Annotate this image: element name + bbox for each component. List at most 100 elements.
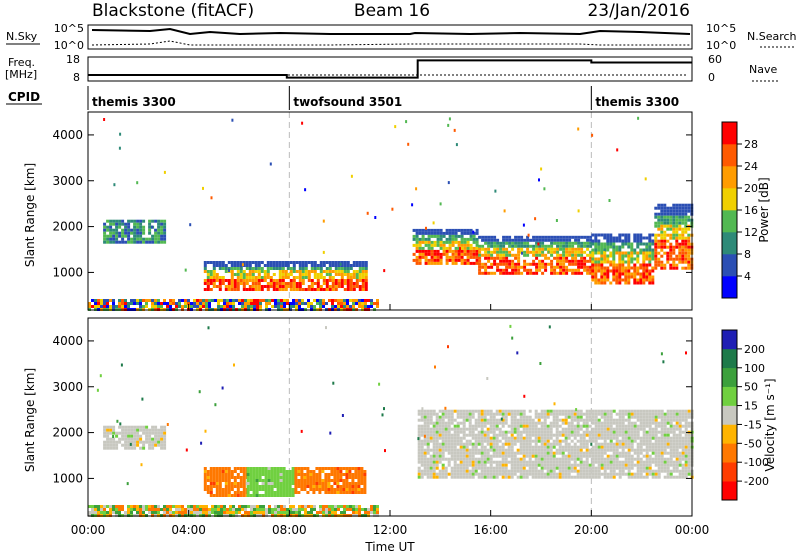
velocity-echo-cell	[322, 511, 325, 514]
power-echo-cell	[490, 271, 494, 275]
velocity-echo-cell	[579, 433, 583, 437]
power-echo-cell	[439, 234, 443, 238]
velocity-echo-cell	[660, 418, 664, 422]
velocity-echo-cell	[462, 412, 466, 416]
velocity-echo-cell	[309, 470, 313, 473]
velocity-echo-cell	[483, 439, 487, 443]
velocity-echo-cell	[259, 505, 262, 508]
velocity-echo-cell	[456, 427, 460, 431]
power-echo-cell	[675, 203, 679, 207]
velocity-echo-cell	[597, 463, 601, 467]
velocity-echo-cell	[306, 491, 310, 494]
velocity-echo-cell	[483, 436, 487, 440]
power-echo-cell	[484, 235, 488, 239]
velocity-echo-cell	[193, 505, 196, 508]
power-echo-cell	[568, 244, 572, 248]
power-echo-cell	[636, 272, 640, 276]
velocity-echo-cell	[591, 418, 595, 422]
velocity-echo-cell	[361, 508, 364, 511]
power-echo-cell	[430, 240, 434, 244]
power-echo-cell	[139, 305, 142, 308]
power-echo-cell	[612, 245, 616, 249]
velocity-echo-cell	[209, 494, 213, 497]
power-echo-cell	[331, 270, 335, 273]
power-echo-cell	[591, 251, 595, 255]
velocity-echo-cell	[555, 472, 559, 476]
power-echo-cell	[206, 282, 210, 285]
velocity-echo-cell	[459, 436, 463, 440]
power-echo-cell	[565, 256, 569, 260]
power-echo-cell	[523, 268, 527, 272]
velocity-echo-cell	[675, 469, 679, 473]
velocity-echo-cell	[145, 508, 148, 511]
power-echo-cell	[648, 263, 652, 267]
power-echo-cell	[508, 235, 512, 239]
velocity-echo-cell	[600, 430, 604, 434]
freq-left-tick-bottom: 8	[73, 71, 80, 84]
velocity-echo-cell	[258, 467, 262, 470]
power-echo-cell	[454, 249, 458, 253]
velocity-echo-cell	[633, 436, 637, 440]
velocity-echo-cell	[627, 463, 631, 467]
velocity-echo-cell	[660, 439, 664, 443]
velocity-echo-cell	[585, 421, 589, 425]
power-echo-cell	[127, 225, 131, 229]
velocity-echo-cell	[423, 424, 427, 428]
power-echo-cell	[418, 243, 422, 247]
power-echo-cell	[571, 241, 575, 245]
velocity-echo-cell	[301, 505, 304, 508]
velocity-echo-cell	[252, 485, 256, 488]
power-echo-cell	[526, 241, 530, 245]
velocity-echo-cell	[285, 470, 289, 473]
power-echo-cell	[612, 239, 616, 243]
velocity-echo-cell	[438, 418, 442, 422]
power-echo-cell	[469, 252, 473, 256]
velocity-echo-cell	[489, 472, 493, 476]
velocity-echo-cell	[663, 424, 667, 428]
velocity-echo-cell	[103, 425, 107, 429]
velocity-echo-cell	[196, 511, 199, 514]
velocity-echo-cell	[429, 457, 433, 461]
velocity-echo-cell	[489, 409, 493, 413]
velocity-echo-cell	[639, 439, 643, 443]
power-echo-cell	[157, 305, 160, 308]
power-echo-cell	[627, 260, 631, 264]
power-echo-cell	[358, 264, 362, 267]
velocity-echo-cell	[504, 409, 508, 413]
velocity-echo-cell	[417, 412, 421, 416]
velocity-echo-cell	[274, 505, 277, 508]
power-echo-cell	[88, 302, 91, 305]
power-echo-cell	[346, 267, 350, 270]
power-echo-cell	[266, 264, 270, 267]
power-echo-cell	[364, 302, 367, 305]
velocity-echo-cell	[549, 457, 553, 461]
power-echo-cell	[127, 228, 131, 232]
velocity-echo-cell	[645, 460, 649, 464]
velocity-echo-cell	[288, 494, 292, 497]
power-echo-cell	[618, 269, 622, 273]
velocity-echo-cell	[672, 469, 676, 473]
power-echo-cell	[490, 244, 494, 248]
power-echo-cell	[304, 273, 308, 276]
power-echo-cell	[633, 269, 637, 273]
power-echo-cell	[346, 282, 350, 285]
power-echo-cell	[621, 269, 625, 273]
velocity-echo-cell	[300, 473, 304, 476]
velocity-echo-cell	[474, 439, 478, 443]
power-echo-cell	[511, 247, 515, 251]
power-echo-cell	[124, 225, 128, 229]
power-echo-cell	[367, 299, 370, 302]
velocity-echo-cell	[271, 508, 274, 511]
power-echo-cell	[538, 262, 542, 266]
velocity-echo-cell	[657, 412, 661, 416]
velocity-echo-cell	[154, 434, 158, 438]
velocity-echo-cell	[190, 505, 193, 508]
power-echo-cell	[642, 269, 646, 273]
velocity-echo-cell	[229, 505, 232, 508]
velocity-echo-cell	[519, 412, 523, 416]
power-echo-cell	[618, 275, 622, 279]
velocity-echo-cell	[429, 448, 433, 452]
power-echo-cell	[660, 266, 664, 270]
power-echo-cell	[505, 235, 509, 239]
